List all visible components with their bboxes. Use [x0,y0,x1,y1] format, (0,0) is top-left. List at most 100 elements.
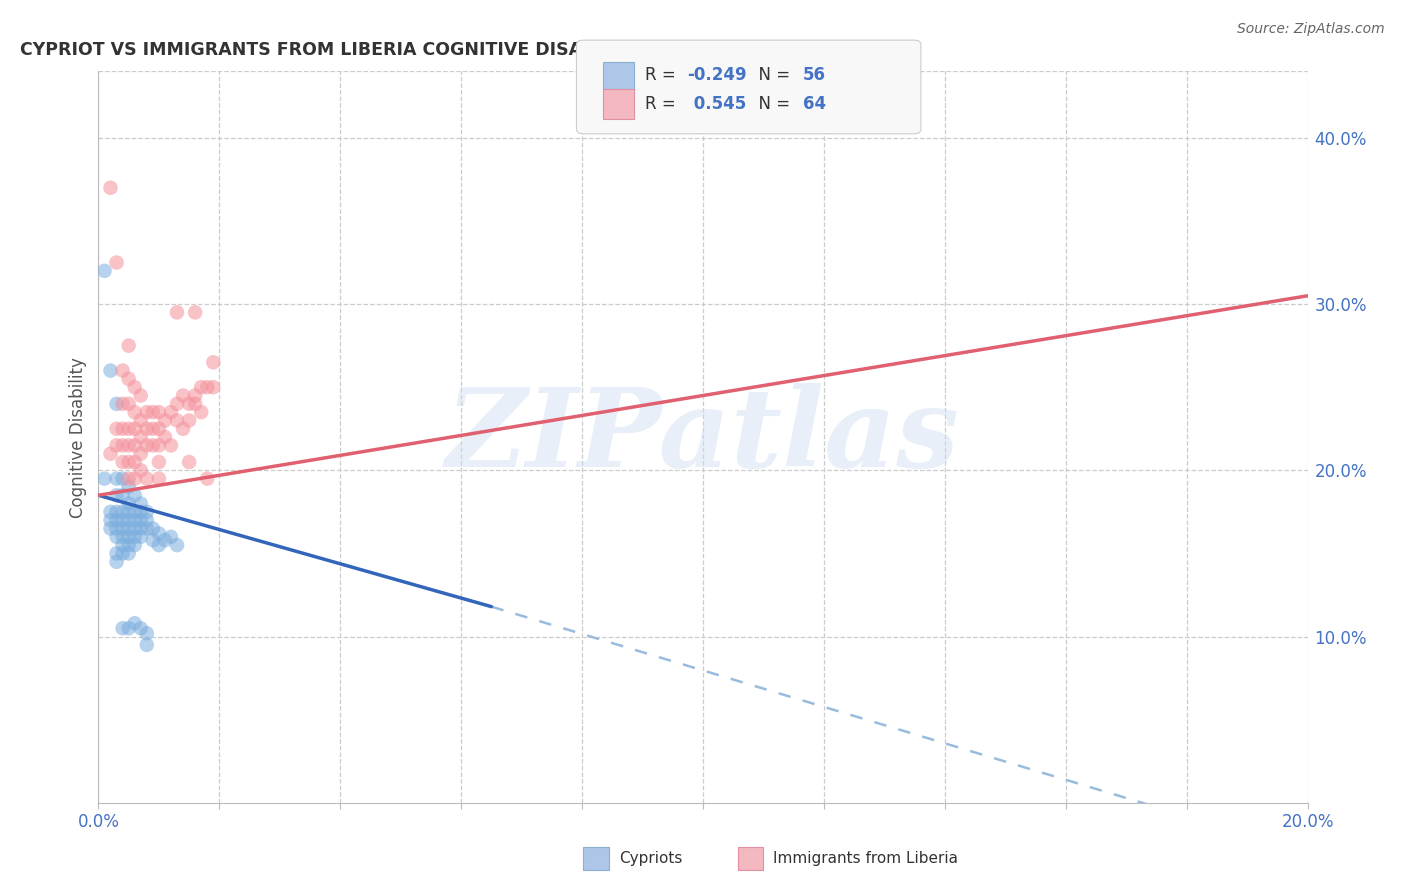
Point [135,405,157,419]
Point [179,455,201,469]
Point [129,497,152,511]
Point [129,447,152,461]
Point [142,438,165,452]
Point [148,538,170,552]
Text: 56: 56 [803,66,825,84]
Point [160,530,183,544]
Point [105,530,128,544]
Text: R =: R = [645,95,682,113]
Point [124,616,146,631]
Point [166,413,188,427]
Point [105,546,128,560]
Point [202,380,225,394]
Point [124,380,146,394]
Point [184,397,207,411]
Point [100,447,122,461]
Point [111,472,134,486]
Point [184,305,207,319]
Point [118,397,141,411]
Point [118,538,141,552]
Point [148,472,170,486]
Text: CYPRIOT VS IMMIGRANTS FROM LIBERIA COGNITIVE DISABILITY CORRELATION CHART: CYPRIOT VS IMMIGRANTS FROM LIBERIA COGNI… [20,41,859,59]
Point [93,472,115,486]
Point [129,521,152,535]
Point [124,488,146,502]
Point [135,513,157,527]
Point [111,513,134,527]
Text: N =: N = [748,66,796,84]
Point [129,413,152,427]
Point [105,513,128,527]
Point [172,388,194,402]
Point [129,621,152,635]
Point [129,513,152,527]
Point [118,513,141,527]
Point [129,530,152,544]
Point [160,405,183,419]
Point [142,405,165,419]
Point [148,526,170,541]
Point [105,422,128,436]
Point [190,380,212,394]
Text: Source: ZipAtlas.com: Source: ZipAtlas.com [1237,22,1385,37]
Point [105,488,128,502]
Text: Cypriots: Cypriots [619,851,682,866]
Text: 0.545: 0.545 [688,95,745,113]
Point [105,521,128,535]
Point [190,405,212,419]
Point [135,505,157,519]
Point [160,438,183,452]
Point [111,621,134,635]
Point [111,363,134,377]
Point [100,180,122,194]
Point [118,621,141,635]
Point [124,438,146,452]
Point [118,546,141,560]
Point [111,488,134,502]
Point [135,472,157,486]
Point [202,355,225,369]
Point [135,521,157,535]
Point [129,505,152,519]
Point [124,505,146,519]
Point [105,438,128,452]
Text: ZIPatlas: ZIPatlas [446,384,960,491]
Point [153,413,176,427]
Point [105,505,128,519]
Point [129,463,152,477]
Point [153,533,176,548]
Point [100,363,122,377]
Point [135,638,157,652]
Point [184,388,207,402]
Point [111,438,134,452]
Point [118,505,141,519]
Point [124,538,146,552]
Point [142,521,165,535]
Point [124,513,146,527]
Point [148,405,170,419]
Point [111,538,134,552]
Point [195,472,218,486]
Point [166,538,188,552]
Text: 64: 64 [803,95,825,113]
Point [135,422,157,436]
Point [124,472,146,486]
Point [111,530,134,544]
Point [118,422,141,436]
Point [100,505,122,519]
Y-axis label: Cognitive Disability: Cognitive Disability [69,357,87,517]
Point [105,472,128,486]
Point [118,372,141,386]
Text: Immigrants from Liberia: Immigrants from Liberia [773,851,959,866]
Point [148,438,170,452]
Point [100,513,122,527]
Point [166,305,188,319]
Point [111,397,134,411]
Point [118,521,141,535]
Text: R =: R = [645,66,682,84]
Point [118,480,141,494]
Point [142,422,165,436]
Point [124,422,146,436]
Point [111,505,134,519]
Point [118,438,141,452]
